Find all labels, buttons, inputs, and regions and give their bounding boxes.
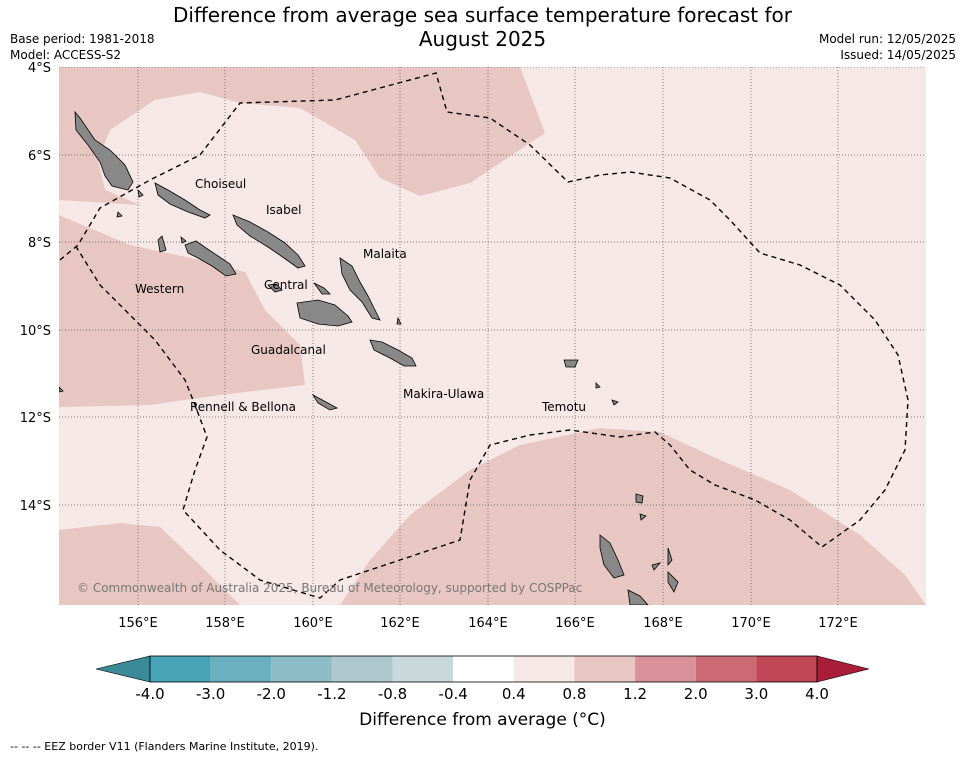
colorbar-border xyxy=(149,655,818,683)
island-espiritu-santo xyxy=(599,534,625,579)
colorbar-segment xyxy=(513,656,575,682)
island-banks xyxy=(635,493,644,504)
lon-label: 162°E xyxy=(380,616,420,631)
colorbar-tick-label: -0.4 xyxy=(439,685,468,700)
lon-label: 170°E xyxy=(731,616,771,631)
island-russell xyxy=(267,283,283,293)
colorbar-segment xyxy=(271,656,332,682)
lon-label: 168°E xyxy=(643,616,683,631)
anomaly-band-north xyxy=(59,67,545,205)
lat-label: 12°S xyxy=(20,411,51,426)
island-maewo xyxy=(667,547,673,567)
lon-label: 172°E xyxy=(818,616,858,631)
colorbar-tick-label: -4.0 xyxy=(135,685,164,700)
island-malaita xyxy=(339,257,381,321)
lon-label: 164°E xyxy=(468,616,508,631)
colorbar-segment xyxy=(210,656,272,682)
label-temotu: Temotu xyxy=(541,400,586,414)
lon-label: 156°E xyxy=(118,616,158,631)
colorbar-extend-high xyxy=(816,655,870,683)
lon-label: 158°E xyxy=(205,616,245,631)
graticule xyxy=(59,67,926,605)
colorbar-segment xyxy=(392,656,454,682)
island-new-georgia xyxy=(184,240,237,277)
lat-label: 4°S xyxy=(28,61,51,76)
colorbar-extend-low xyxy=(95,655,151,683)
model-name: Model: ACCESS-S2 xyxy=(10,48,122,62)
meta-left: Base period: 1981-2018 Model: ACCESS-S2 xyxy=(10,31,155,63)
colorbar: -4.0 -3.0 -2.0 -1.2 -0.8 -0.4 0.4 0.8 1.2 2.0 3.0 4… xyxy=(95,655,870,700)
colorbar-tick-label: -0.8 xyxy=(378,685,407,700)
colorbar-segment xyxy=(574,656,636,682)
lat-label: 10°S xyxy=(20,324,51,339)
anomaly-band-southeast xyxy=(340,428,926,605)
colorbar-tick-label: -3.0 xyxy=(196,685,225,700)
label-western: Western xyxy=(135,282,184,296)
chart-title: Difference from average sea surface temp… xyxy=(150,3,815,51)
title-line-1: Difference from average sea surface temp… xyxy=(172,3,792,27)
meta-right: Model run: 12/05/2025 Issued: 14/05/2025 xyxy=(819,31,956,63)
base-period: Base period: 1981-2018 xyxy=(10,32,155,46)
island-pentecost xyxy=(667,571,679,593)
lat-labels: 4°S 6°S 8°S 10°S 12°S 14°S xyxy=(20,61,51,514)
label-guadalcanal: Guadalcanal xyxy=(251,343,326,357)
colorbar-segment xyxy=(453,656,514,682)
label-makira-ulawa: Makira-Ulawa xyxy=(403,387,484,401)
islands xyxy=(59,110,679,605)
label-rennell-bellona: Rennell & Bellona xyxy=(190,400,296,414)
island-choiseul xyxy=(154,182,211,219)
colorbar-segment xyxy=(331,656,393,682)
colorbar-segment xyxy=(756,656,817,682)
lon-labels: 156°E 158°E 160°E 162°E 164°E 166°E 168°… xyxy=(118,616,858,631)
island-vella xyxy=(157,235,167,253)
colorbar-tick-label: 1.2 xyxy=(623,685,647,700)
eez-border xyxy=(59,72,909,599)
colorbar-segment xyxy=(695,656,757,682)
colorbar-segment xyxy=(150,656,211,682)
lat-label: 6°S xyxy=(28,149,51,164)
lat-label: 8°S xyxy=(28,236,51,251)
colorbar-tick-label: 2.0 xyxy=(684,685,708,700)
title-line-2: August 2025 xyxy=(418,27,547,51)
label-central: Central xyxy=(264,278,308,292)
lon-label: 160°E xyxy=(293,616,333,631)
colorbar-tick-label: 3.0 xyxy=(744,685,768,700)
eez-note: -- -- -- EEZ border V11 (Flanders Marine… xyxy=(10,740,319,753)
colorbar-tick-label: 4.0 xyxy=(805,685,829,700)
map-area: Choiseul Isabel Malaita Western Central … xyxy=(59,67,926,605)
map-figure: Choiseul Isabel Malaita Western Central … xyxy=(20,61,926,700)
colorbar-tick-label: 0.4 xyxy=(502,685,526,700)
issued-date: Issued: 14/05/2025 xyxy=(840,48,956,62)
copyright-text: © Commonwealth of Australia 2025, Bureau… xyxy=(77,581,582,595)
island-rennell xyxy=(311,393,339,411)
island-santa-cruz xyxy=(563,359,579,368)
colorbar-segment xyxy=(635,656,696,682)
colorbar-tick-label: 0.8 xyxy=(563,685,587,700)
lon-label: 166°E xyxy=(555,616,595,631)
island-bougainville xyxy=(74,110,134,191)
island-malakula xyxy=(627,589,649,605)
colorbar-title: Difference from average (°C) xyxy=(359,710,606,730)
label-isabel: Isabel xyxy=(266,203,301,217)
anomaly-band-southwest xyxy=(59,523,240,605)
island-isabel xyxy=(232,214,306,269)
anomaly-band-west xyxy=(59,215,305,407)
lat-label: 14°S xyxy=(20,499,51,514)
island-makira xyxy=(369,339,417,367)
label-malaita: Malaita xyxy=(363,247,407,261)
island-florida xyxy=(313,282,331,295)
island-guadalcanal xyxy=(296,299,353,327)
model-run: Model run: 12/05/2025 xyxy=(818,32,956,46)
label-choiseul: Choiseul xyxy=(195,177,246,191)
colorbar-tick-label: -1.2 xyxy=(317,685,346,700)
colorbar-tick-label: -2.0 xyxy=(257,685,286,700)
